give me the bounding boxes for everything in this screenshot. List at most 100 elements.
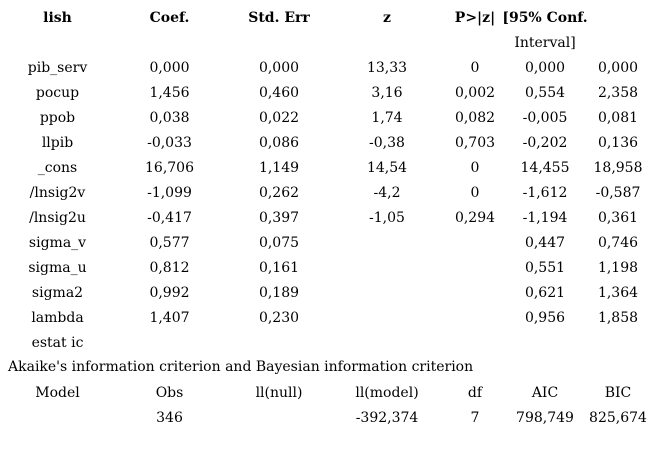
cell-z: 1,74 [371,109,403,126]
cell-coef: 0,000 [149,59,190,76]
cell-ci-low: 0,447 [524,234,566,251]
cell-ci-low: -0,202 [522,134,568,151]
cell-p-value [440,305,510,330]
ic-header-df: df [467,384,483,401]
cell-ci-high: 0,361 [597,209,639,226]
cell-ci-high: 18,958 [593,159,643,176]
cell-coef: 0,812 [149,259,190,276]
header-variable: lish [43,9,72,26]
cell-z: -0,38 [369,134,405,151]
ic-value-bic: 825,674 [589,409,647,426]
cell-z: 13,33 [366,59,408,76]
header-conf-interval-line1: [95% Conf. [502,9,588,26]
cell-coef: 16,706 [145,159,194,176]
cell-ci-high: 0,081 [597,109,639,126]
cell-std-err: 0,075 [258,234,300,251]
cell-coef: -0,417 [147,209,192,226]
cell-std-err: 0,397 [258,209,300,226]
cell-z: 3,16 [371,84,403,101]
table-row: /lnsig2v -1,099 0,262 -4,2 0 -1,612 -0,5… [0,180,656,205]
ic-value-aic: 798,749 [516,409,574,426]
cell-ci-high: 1,364 [597,284,639,301]
cell-ci-low: 14,455 [520,159,570,176]
table-row: lambda 1,407 0,230 0,956 1,858 [0,305,656,330]
cell-ci-high: 1,858 [597,309,639,326]
table-row: _cons 16,706 1,149 14,54 0 14,455 18,958 [0,155,656,180]
cell-p-value: 0 [470,184,480,201]
cell-z [334,305,440,330]
cell-std-err: 0,262 [258,184,300,201]
table-row: pocup 1,456 0,460 3,16 0,002 0,554 2,358 [0,80,656,105]
header-p-value: P>|z| [454,9,496,26]
ic-value-ll-model: -392,374 [355,409,419,426]
cell-std-err: 0,022 [258,109,300,126]
cell-ci-high: 0,000 [597,59,639,76]
ic-header-ll-model: ll(model) [355,384,419,401]
table-row: ppob 0,038 0,022 1,74 0,082 -0,005 0,081 [0,105,656,130]
cell-std-err: 0,086 [258,134,300,151]
ic-value-model [0,405,115,430]
cell-variable: /lnsig2v [29,184,86,201]
ic-value-df: 7 [470,409,480,426]
cell-std-err: 0,189 [258,284,300,301]
cell-coef: 1,456 [149,84,190,101]
table-row: llpib -0,033 0,086 -0,38 0,703 -0,202 0,… [0,130,656,155]
cell-std-err: 0,230 [258,309,300,326]
cell-ci-high: 1,198 [597,259,639,276]
cell-variable: lambda [31,309,84,326]
estat-ic-row: estat ic [0,330,656,355]
cell-z [334,280,440,305]
cell-p-value: 0 [470,159,480,176]
table-row: pib_serv 0,000 0,000 13,33 0 0,000 0,000 [0,55,656,80]
ic-header-ll-null: ll(null) [255,384,303,401]
cell-variable: sigma_u [28,259,87,276]
cell-z: 14,54 [366,159,408,176]
estat-ic-command: estat ic [31,334,84,351]
header-conf-interval-line2: Interval] [514,34,576,51]
cell-ci-low: 0,551 [524,259,566,276]
cell-variable: pib_serv [27,59,88,76]
cell-ci-high: -0,587 [595,184,641,201]
cell-coef: 0,577 [149,234,190,251]
cell-ci-low: -1,612 [522,184,568,201]
cell-std-err: 0,161 [258,259,300,276]
cell-p-value: 0,703 [454,134,496,151]
cell-p-value: 0,082 [454,109,496,126]
cell-ci-low: -1,194 [522,209,568,226]
cell-coef: -1,099 [147,184,192,201]
header-coef: Coef. [149,9,190,26]
header-empty [580,5,656,30]
cell-coef: 0,992 [149,284,190,301]
cell-std-err: 1,149 [258,159,300,176]
cell-ci-low: -0,005 [522,109,568,126]
cell-variable: /lnsig2u [29,209,86,226]
ic-header-aic: AIC [531,384,559,401]
cell-z [334,255,440,280]
table-header-row-2: Interval] [0,30,656,55]
cell-p-value: 0 [470,59,480,76]
cell-ci-high: 0,746 [597,234,639,251]
cell-variable: ppob [39,109,76,126]
cell-std-err: 0,000 [258,59,300,76]
cell-p-value [440,255,510,280]
cell-p-value [440,230,510,255]
cell-ci-low: 0,956 [524,309,566,326]
cell-z: -1,05 [369,209,405,226]
ic-caption: Akaike's information criterion and Bayes… [8,359,474,375]
table-row: sigma_v 0,577 0,075 0,447 0,746 [0,230,656,255]
cell-ci-high: 2,358 [597,84,639,101]
ic-value-ll-null [224,405,334,430]
cell-ci-low: 0,554 [524,84,566,101]
table-row: sigma_u 0,812 0,161 0,551 1,198 [0,255,656,280]
cell-z: -4,2 [373,184,401,201]
cell-coef: 0,038 [149,109,190,126]
cell-coef: 1,407 [149,309,190,326]
ic-header-bic: BIC [604,384,632,401]
cell-coef: -0,033 [147,134,192,151]
table-row: /lnsig2u -0,417 0,397 -1,05 0,294 -1,194… [0,205,656,230]
table-row: sigma2 0,992 0,189 0,621 1,364 [0,280,656,305]
cell-variable: llpib [41,134,74,151]
cell-p-value: 0,002 [454,84,496,101]
cell-p-value [440,280,510,305]
